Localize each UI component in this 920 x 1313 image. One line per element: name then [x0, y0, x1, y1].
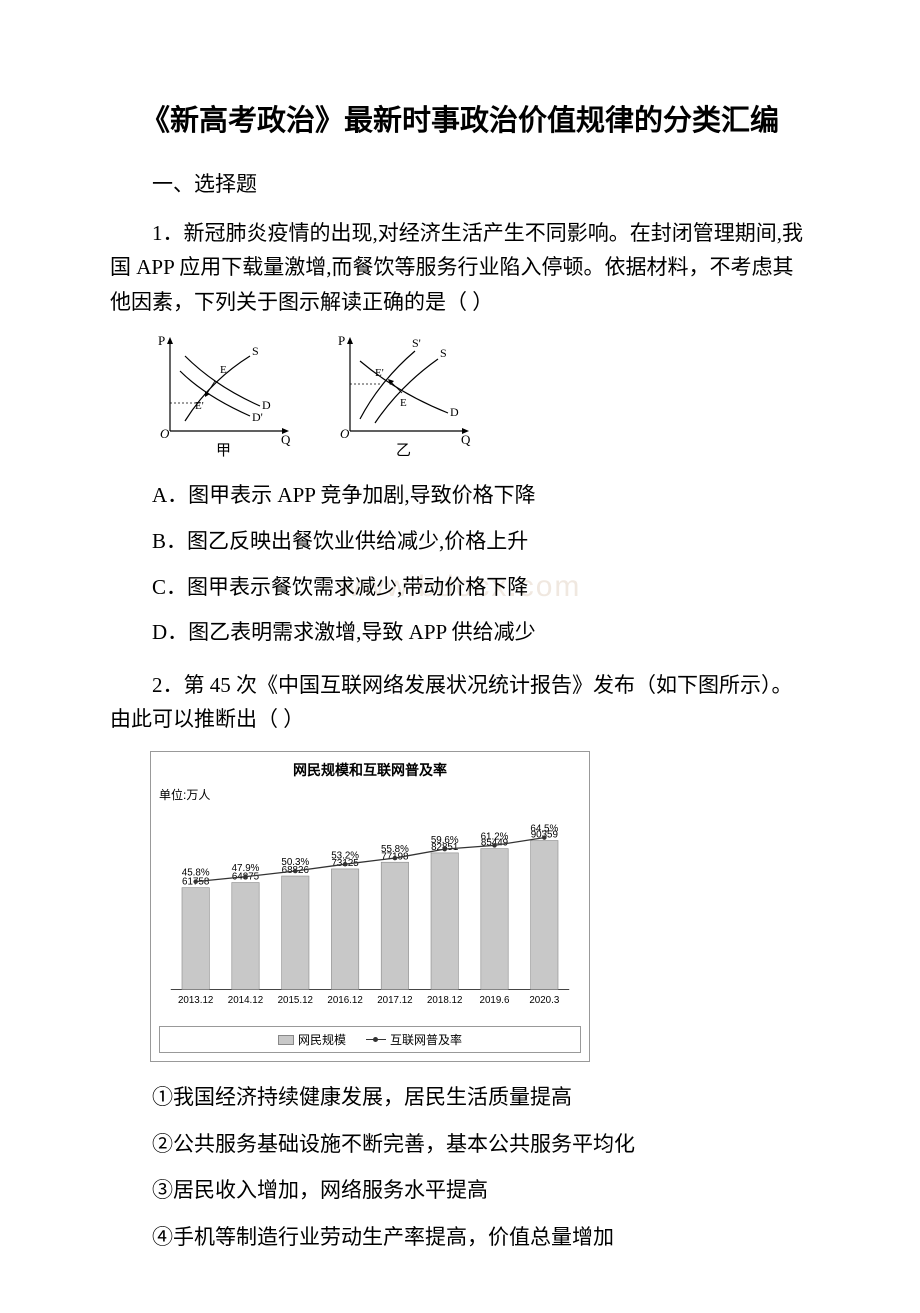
svg-text:S': S'	[412, 336, 421, 350]
chart-svg: 617582013.12648752014.12688262015.127312…	[159, 805, 581, 1015]
diagram-jia: P Q O S D D' E E' 甲	[150, 331, 300, 461]
section-header: 一、选择题	[110, 168, 810, 198]
q2-sub-2: ②公共服务基础设施不断完善，基本公共服务平均化	[110, 1127, 810, 1162]
q1-option-d: D．图乙表明需求激增,导致 APP 供给减少	[110, 616, 810, 650]
svg-text:2015.12: 2015.12	[278, 995, 313, 1006]
svg-text:53.2%: 53.2%	[331, 850, 359, 861]
svg-text:E': E'	[375, 367, 384, 379]
chart-legend: 网民规模 互联网普及率	[159, 1026, 581, 1053]
legend-bar-label: 网民规模	[298, 1031, 346, 1048]
svg-text:D: D	[450, 405, 459, 419]
q2-sub-1: ①我国经济持续健康发展，居民生活质量提高	[110, 1080, 810, 1115]
legend-line-label: 互联网普及率	[390, 1031, 462, 1048]
svg-text:2018.12: 2018.12	[427, 995, 462, 1006]
svg-text:P: P	[338, 333, 345, 348]
q2-sub-4: ④手机等制造行业劳动生产率提高，价值总量增加	[110, 1220, 810, 1255]
svg-text:2014.12: 2014.12	[228, 995, 263, 1006]
svg-text:P: P	[158, 333, 165, 348]
svg-text:2017.12: 2017.12	[377, 995, 412, 1006]
q1-option-b: B．图乙反映出餐饮业供给减少,价格上升	[110, 525, 810, 559]
q2-sub-3: ③居民收入增加，网络服务水平提高	[110, 1173, 810, 1208]
document-title: 《新高考政治》最新时事政治价值规律的分类汇编	[110, 100, 810, 144]
q1-option-a: A．图甲表示 APP 竞争加剧,导致价格下降	[110, 479, 810, 513]
svg-text:S: S	[440, 346, 447, 360]
svg-text:2016.12: 2016.12	[327, 995, 362, 1006]
q1-option-c: C．图甲表示餐饮需求减少,带动价格下降	[110, 571, 810, 605]
svg-text:64.5%: 64.5%	[530, 824, 558, 835]
svg-text:2013.12: 2013.12	[178, 995, 213, 1006]
svg-text:47.9%: 47.9%	[232, 863, 260, 874]
svg-text:2019.6: 2019.6	[480, 995, 511, 1006]
internet-chart: 网民规模和互联网普及率 单位:万人 617582013.12648752014.…	[150, 751, 590, 1062]
svg-text:D: D	[262, 398, 271, 412]
legend-line: 互联网普及率	[366, 1031, 462, 1048]
question-2: 2．第 45 次《中国互联网络发展状况统计报告》发布（如下图所示）。由此可以推断…	[110, 668, 810, 1255]
svg-text:O: O	[340, 426, 350, 441]
svg-text:乙: 乙	[396, 443, 411, 459]
svg-text:59.6%: 59.6%	[431, 835, 459, 846]
chart-title: 网民规模和互联网普及率	[159, 760, 581, 780]
svg-text:45.8%: 45.8%	[182, 868, 210, 879]
svg-text:2020.3: 2020.3	[529, 995, 560, 1006]
svg-text:S: S	[252, 344, 259, 358]
svg-text:55.8%: 55.8%	[381, 844, 409, 855]
svg-text:Q: Q	[281, 432, 291, 447]
svg-text:D': D'	[252, 410, 263, 424]
svg-text:E: E	[400, 397, 407, 409]
question-1: 1．新冠肺炎疫情的出现,对经济生活产生不同影响。在封闭管理期间,我国 APP 应…	[110, 216, 810, 650]
supply-demand-diagrams: P Q O S D D' E E' 甲 P Q O S	[150, 331, 810, 461]
svg-text:Q: Q	[461, 432, 471, 447]
svg-text:E: E	[220, 364, 227, 376]
svg-text:O: O	[160, 426, 170, 441]
diagram-yi: P Q O S S' D E' E 乙	[330, 331, 480, 461]
svg-text:61.2%: 61.2%	[481, 832, 509, 843]
question-2-text: 2．第 45 次《中国互联网络发展状况统计报告》发布（如下图所示）。由此可以推断…	[110, 668, 810, 737]
svg-text:E': E'	[195, 400, 204, 412]
svg-text:甲: 甲	[216, 443, 231, 459]
legend-bar: 网民规模	[278, 1031, 346, 1048]
question-1-text: 1．新冠肺炎疫情的出现,对经济生活产生不同影响。在封闭管理期间,我国 APP 应…	[110, 216, 810, 320]
svg-text:50.3%: 50.3%	[281, 857, 309, 868]
chart-unit: 单位:万人	[159, 786, 581, 803]
